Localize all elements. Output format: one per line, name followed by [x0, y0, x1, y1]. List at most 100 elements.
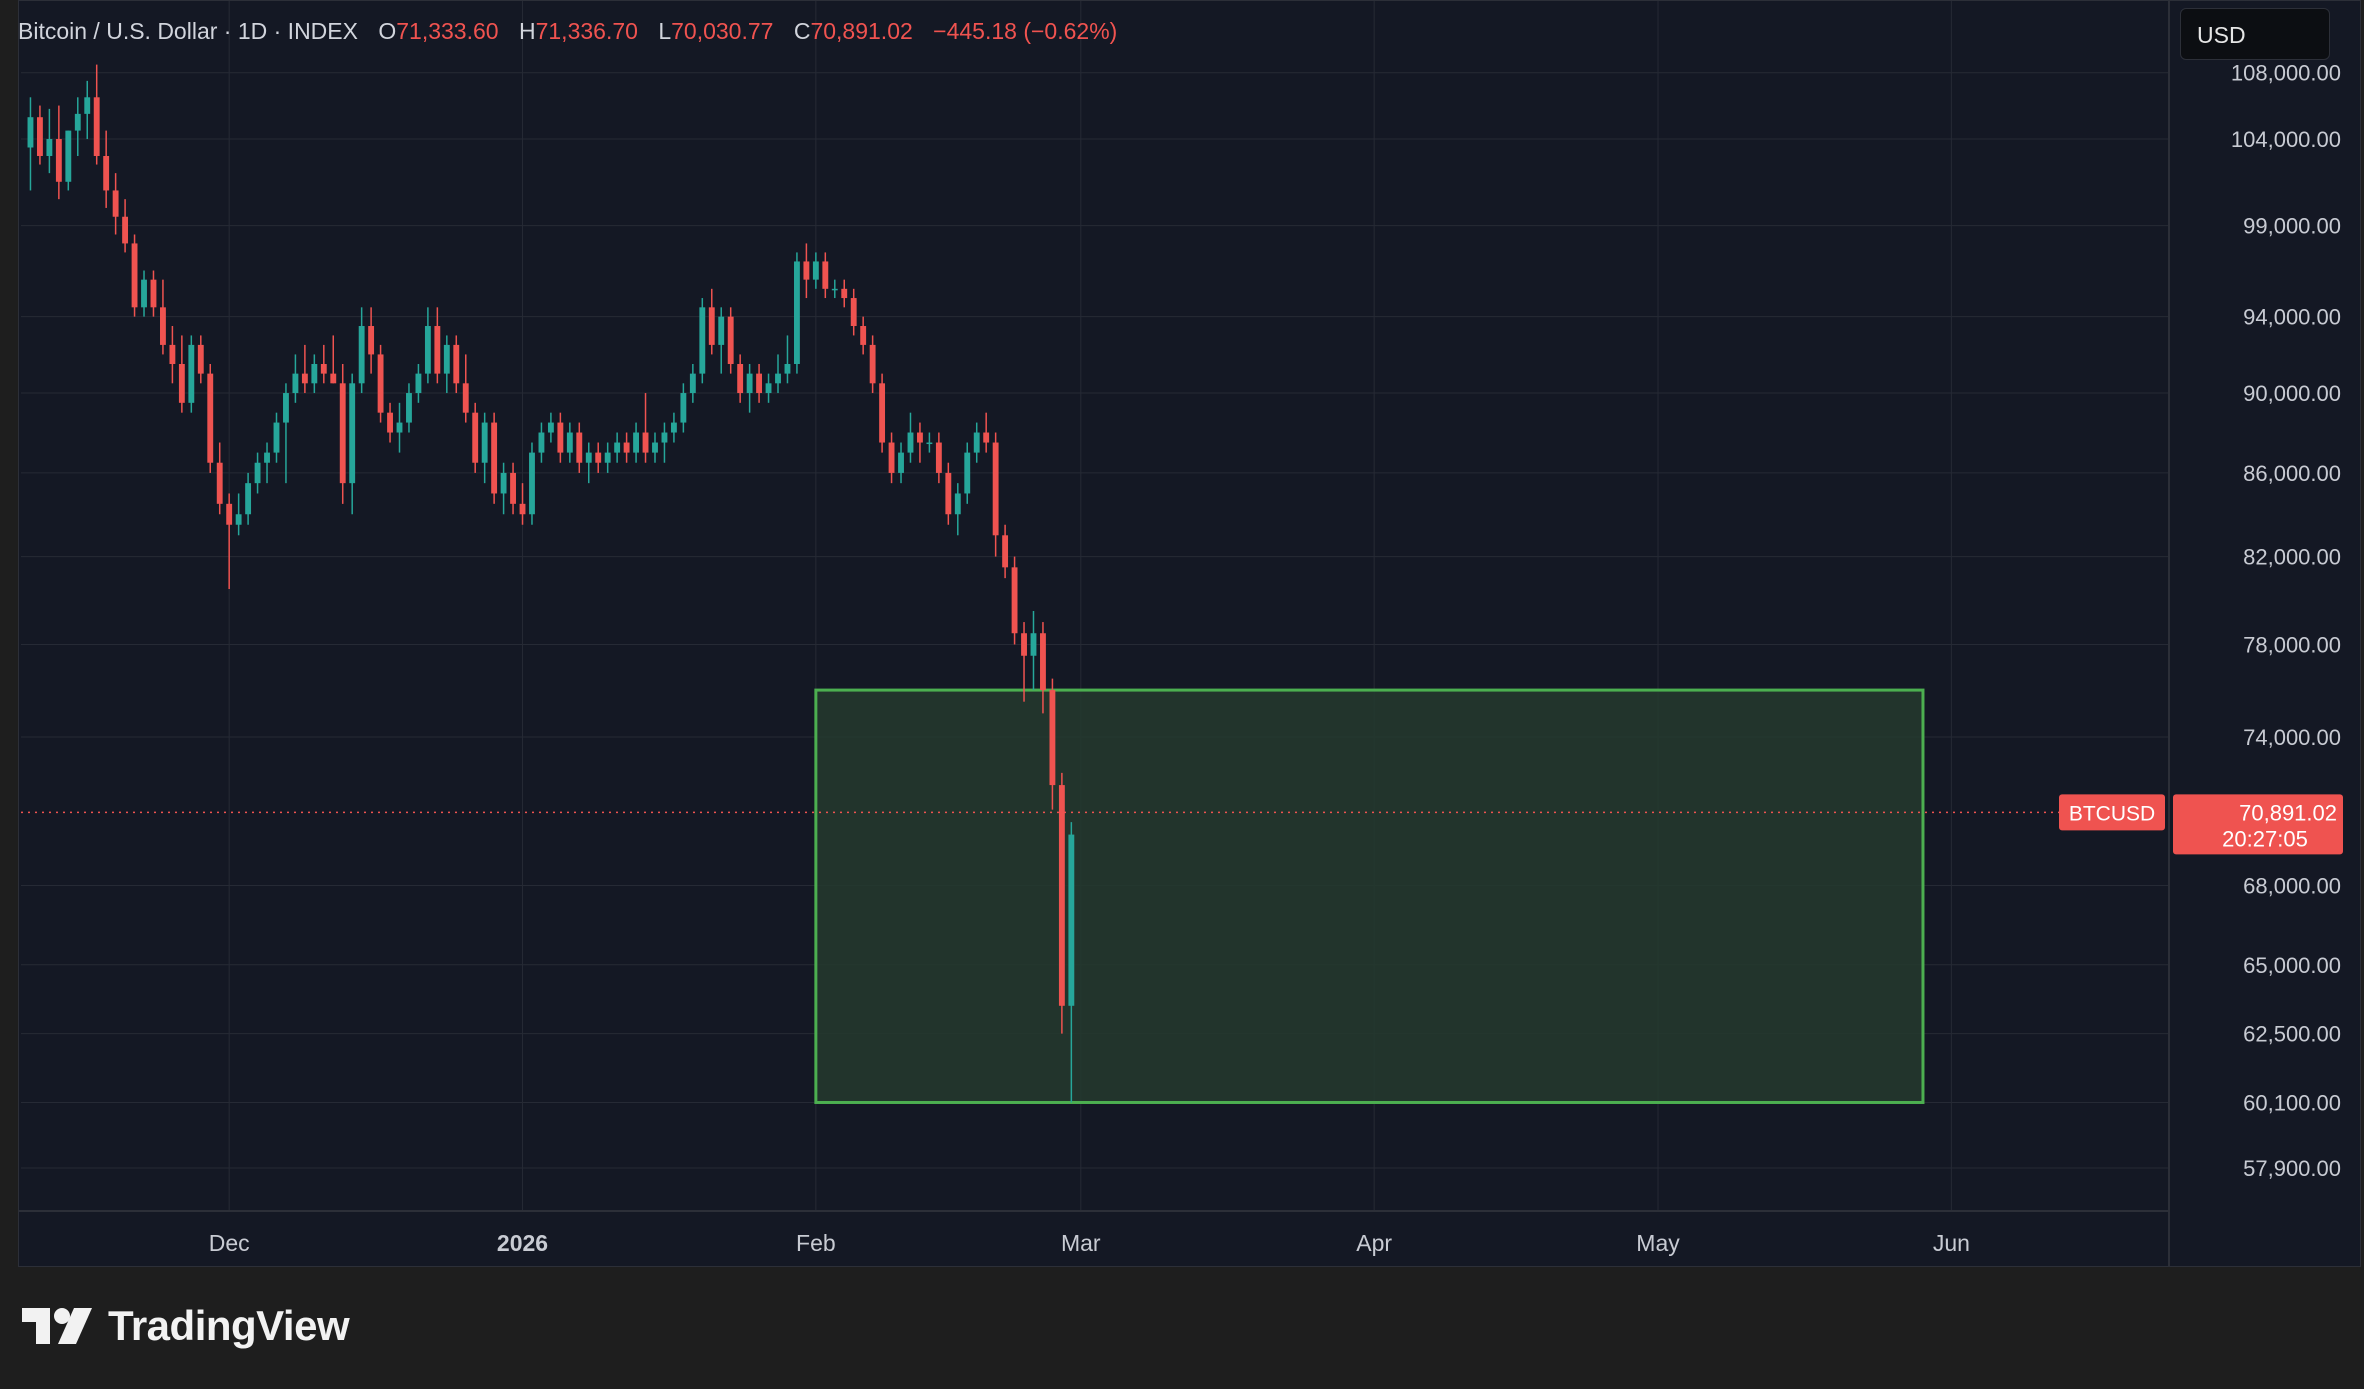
candle-body: [954, 493, 961, 515]
candle-body: [36, 117, 43, 157]
candle-body: [330, 373, 337, 384]
candle-body: [500, 472, 507, 494]
candle: [245, 472, 252, 525]
candle: [992, 432, 999, 557]
candle-body: [879, 383, 886, 443]
candle-body: [775, 373, 781, 384]
candle-body: [320, 364, 327, 374]
candle-body: [481, 422, 488, 463]
candle: [519, 483, 526, 525]
y-tick-label: 78,000.00: [2243, 632, 2341, 657]
tradingview-logo[interactable]: TradingView: [22, 1302, 350, 1350]
candle-body: [358, 326, 365, 384]
candle: [235, 493, 242, 536]
candle-body: [566, 432, 573, 453]
candle: [576, 422, 583, 473]
candle-body: [1030, 633, 1037, 656]
candle-body: [907, 432, 914, 453]
candle: [396, 402, 403, 453]
candle-body: [1040, 633, 1046, 691]
candle: [964, 442, 971, 504]
candle: [453, 335, 460, 394]
candle: [775, 354, 781, 394]
candle: [1002, 524, 1009, 579]
candle-body: [784, 364, 791, 374]
candle-body: [964, 452, 971, 494]
candle: [557, 412, 564, 463]
candle-body: [46, 139, 53, 157]
last-price-text: 70,891.02: [2239, 800, 2337, 825]
candle: [1030, 610, 1037, 691]
candle-body: [945, 472, 952, 515]
open-value: 71,333.60: [396, 18, 499, 44]
candle: [689, 364, 696, 403]
candle: [103, 130, 110, 208]
candlestick-chart[interactable]: 108,000.00 104,000.00 99,000.00 94,000.00 90…: [19, 1, 2361, 1267]
candle: [585, 442, 592, 484]
candle: [860, 316, 867, 355]
candle-body: [765, 383, 772, 394]
y-tick-label: 99,000.00: [2243, 214, 2341, 239]
candle-body: [614, 442, 621, 453]
candle-body: [604, 452, 611, 463]
candle-body: [746, 373, 753, 394]
candle-body: [812, 261, 819, 280]
candle: [973, 422, 980, 463]
candle: [538, 422, 545, 463]
y-tick-label: 82,000.00: [2243, 545, 2341, 570]
candle: [377, 344, 384, 423]
candle-body: [519, 503, 526, 515]
candle-body: [491, 422, 498, 494]
symbol-price-tag: [2059, 794, 2165, 831]
candle: [831, 279, 838, 299]
candle-body: [462, 383, 469, 413]
x-tick-label: 2026: [497, 1230, 548, 1256]
candle: [254, 452, 261, 494]
candle: [292, 354, 299, 403]
candle-body: [443, 344, 450, 374]
candle: [529, 442, 535, 525]
candle-body: [699, 307, 706, 374]
candle: [27, 97, 34, 191]
candle: [339, 364, 346, 504]
candle: [122, 199, 129, 253]
chart-area[interactable]: 108,000.00 104,000.00 99,000.00 94,000.00 90…: [18, 0, 2361, 1267]
candle: [547, 412, 554, 443]
candle: [841, 279, 848, 308]
candle-body: [1002, 535, 1009, 568]
candle: [1058, 772, 1065, 1034]
candle-body: [283, 393, 289, 423]
candle: [699, 298, 706, 384]
candle-body: [538, 432, 545, 453]
candle: [1021, 622, 1027, 702]
candle: [633, 422, 639, 463]
candle-body: [424, 326, 431, 374]
candle: [642, 393, 649, 463]
candle-body: [254, 462, 261, 484]
candle: [1068, 822, 1075, 1103]
candle: [803, 243, 810, 299]
candle-body: [74, 113, 81, 131]
currency-button[interactable]: USD: [2180, 8, 2330, 60]
candle: [311, 354, 318, 394]
candle-body: [27, 117, 34, 148]
candle: [55, 105, 62, 200]
candle: [160, 279, 166, 355]
candle-body: [387, 412, 393, 433]
candle-body: [103, 156, 110, 191]
x-tick-label: May: [1636, 1230, 1680, 1256]
candle: [500, 462, 507, 515]
candle: [178, 335, 185, 413]
candle: [424, 307, 431, 384]
candle: [604, 442, 611, 473]
y-tick-label: 68,000.00: [2243, 874, 2341, 899]
x-tick-label: Jun: [1933, 1230, 1970, 1256]
candle: [93, 64, 100, 165]
candle: [141, 270, 147, 317]
candle: [765, 373, 772, 403]
candle-body: [595, 452, 602, 463]
candle-body: [1049, 690, 1056, 786]
candle-body: [1011, 567, 1018, 634]
candle: [661, 422, 668, 463]
candle: [188, 335, 195, 413]
